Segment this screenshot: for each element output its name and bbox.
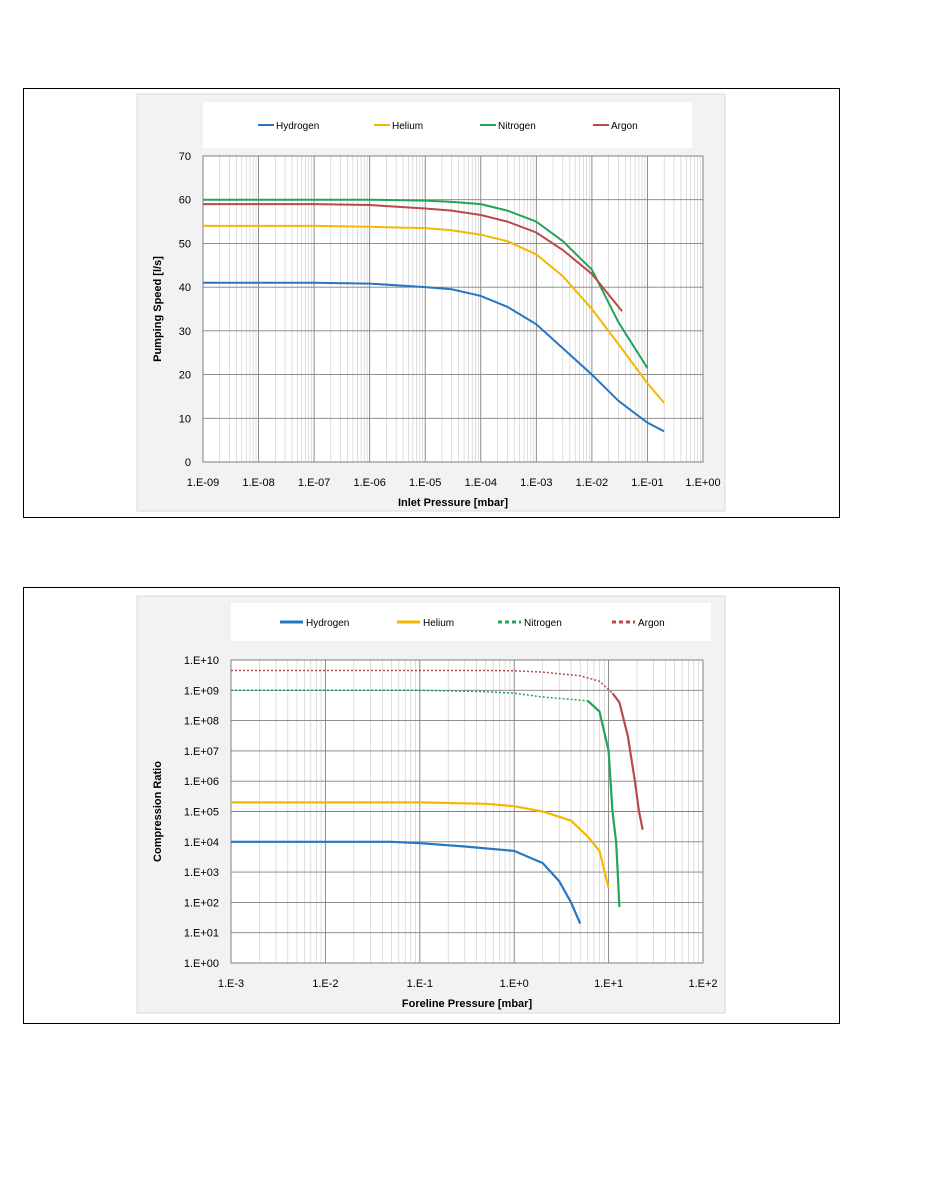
x-tick-label: 1.E-01: [631, 477, 663, 489]
y-tick-label: 1.E+02: [184, 897, 219, 909]
y-tick-label: 30: [179, 326, 191, 338]
legend-entry: Nitrogen: [524, 618, 562, 629]
series-line-argon: [203, 203, 623, 312]
x-tick-label: 1.E-06: [353, 477, 385, 489]
x-tick-label: 1.E-03: [520, 477, 552, 489]
legend-entry: Helium: [392, 121, 423, 132]
y-tick-label: 1.E+08: [184, 716, 219, 728]
series-line-hydrogen: [203, 281, 665, 433]
x-tick-label: 1.E-07: [298, 477, 330, 489]
y-tick-label: 70: [179, 151, 191, 163]
series-line-argon-steep: [611, 692, 644, 830]
y-axis-label: Compression Ratio: [152, 761, 164, 862]
y-tick-label: 1.E+07: [184, 746, 219, 758]
x-tick-label: 1.E-05: [409, 477, 441, 489]
legend-entry: Hydrogen: [306, 618, 349, 629]
y-tick-label: 1.E+05: [184, 807, 219, 819]
x-tick-label: 1.E-2: [312, 978, 338, 990]
y-tick-label: 1.E+04: [184, 837, 219, 849]
x-tick-label: 1.E-09: [187, 477, 219, 489]
x-tick-label: 1.E-1: [407, 978, 433, 990]
legend-box: [231, 603, 711, 641]
y-tick-label: 1.E+03: [184, 867, 219, 879]
y-tick-label: 0: [185, 457, 191, 469]
y-tick-label: 10: [179, 413, 191, 425]
series-line-nitrogen: [203, 198, 649, 369]
legend-entry: Hydrogen: [276, 121, 319, 132]
x-tick-label: 1.E-02: [576, 477, 608, 489]
y-tick-label: 60: [179, 195, 191, 207]
x-tick-label: 1.E-3: [218, 978, 244, 990]
x-tick-label: 1.E+0: [500, 978, 529, 990]
y-tick-label: 40: [179, 282, 191, 294]
legend-entry: Nitrogen: [498, 121, 536, 132]
y-tick-label: 20: [179, 370, 191, 382]
y-tick-label: 1.E+06: [184, 776, 219, 788]
legend-entry: Helium: [423, 618, 454, 629]
y-tick-label: 1.E+10: [184, 655, 219, 667]
x-tick-label: 1.E-04: [465, 477, 497, 489]
x-tick-label: 1.E-08: [242, 477, 274, 489]
legend-box: [203, 102, 692, 148]
legend-entry: Argon: [611, 121, 638, 132]
y-tick-label: 50: [179, 238, 191, 250]
series-line-hydrogen: [231, 840, 582, 925]
x-axis-label: Inlet Pressure [mbar]: [398, 497, 508, 509]
series-line-nitrogen-steep: [586, 699, 621, 908]
series-line-helium: [203, 224, 665, 404]
x-axis-label: Foreline Pressure [mbar]: [402, 998, 533, 1010]
y-tick-label: 1.E+01: [184, 928, 219, 940]
y-tick-label: 1.E+00: [184, 958, 219, 970]
x-tick-label: 1.E+00: [685, 477, 720, 489]
series-line-argon: [231, 669, 614, 694]
series-line-helium: [231, 801, 610, 889]
x-tick-label: 1.E+1: [594, 978, 623, 990]
x-tick-label: 1.E+2: [688, 978, 717, 990]
y-axis-label: Pumping Speed [l/s]: [152, 256, 164, 362]
legend-entry: Argon: [638, 618, 665, 629]
y-tick-label: 1.E+09: [184, 685, 219, 697]
series-line-nitrogen: [231, 689, 588, 702]
